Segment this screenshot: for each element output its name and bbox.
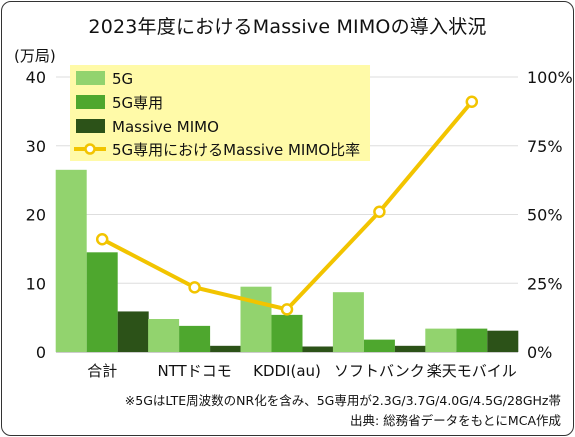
bar xyxy=(487,330,519,352)
legend-box xyxy=(70,65,370,161)
bar xyxy=(240,286,272,352)
bar xyxy=(425,328,457,352)
bar xyxy=(302,346,334,352)
ratio-point xyxy=(95,233,109,246)
source-note: 出典: 総務省データをもとにMCA作成 xyxy=(350,413,561,428)
ratio-point xyxy=(465,95,479,108)
legend-label: 5G専用におけるMassive MIMO比率 xyxy=(112,141,360,159)
x-tick-label: ソフトバンク xyxy=(334,362,425,380)
bar xyxy=(148,319,180,352)
bar xyxy=(363,339,395,352)
legend-marker xyxy=(84,143,96,155)
bar xyxy=(394,345,426,352)
bar xyxy=(271,314,303,352)
legend-swatch xyxy=(76,71,105,85)
ratio-point xyxy=(373,205,386,218)
x-tick-label: NTTドコモ xyxy=(157,362,231,380)
y-tick-label: 10 xyxy=(26,274,46,293)
y2-tick-label: 25% xyxy=(527,274,563,293)
legend-swatch xyxy=(76,119,105,133)
bar xyxy=(332,292,364,352)
bar xyxy=(55,169,87,352)
chart-title: 2023年度におけるMassive MIMOの導入状況 xyxy=(88,16,487,38)
y-tick-label: 40 xyxy=(26,68,46,87)
x-tick-label: 楽天モバイル xyxy=(427,362,517,380)
legend-label: 5G専用 xyxy=(112,94,163,112)
bar xyxy=(117,311,149,352)
legend-swatch xyxy=(76,95,105,109)
footnote: ※5GはLTE周波数のNR化を含み、5G専用が2.3G/3.7G/4.0G/4.… xyxy=(124,393,561,408)
y2-tick-label: 75% xyxy=(527,137,563,156)
y-tick-label: 0 xyxy=(36,343,46,362)
x-tick-label: KDDI(au) xyxy=(253,362,321,380)
bar xyxy=(210,345,242,352)
bar xyxy=(456,328,488,352)
legend-label: 5G xyxy=(112,70,133,88)
ratio-point xyxy=(280,303,294,316)
bar xyxy=(86,252,118,352)
y-axis-unit: (万局) xyxy=(14,47,56,65)
y-tick-label: 30 xyxy=(26,137,46,156)
bar xyxy=(179,325,211,352)
legend-label: Massive MIMO xyxy=(112,118,219,136)
y2-tick-label: 0% xyxy=(527,343,552,362)
y-tick-label: 20 xyxy=(26,206,46,225)
y2-tick-label: 50% xyxy=(527,206,563,225)
y2-tick-label: 100% xyxy=(527,68,573,87)
x-tick-label: 合計 xyxy=(87,362,117,380)
ratio-point xyxy=(188,281,201,294)
